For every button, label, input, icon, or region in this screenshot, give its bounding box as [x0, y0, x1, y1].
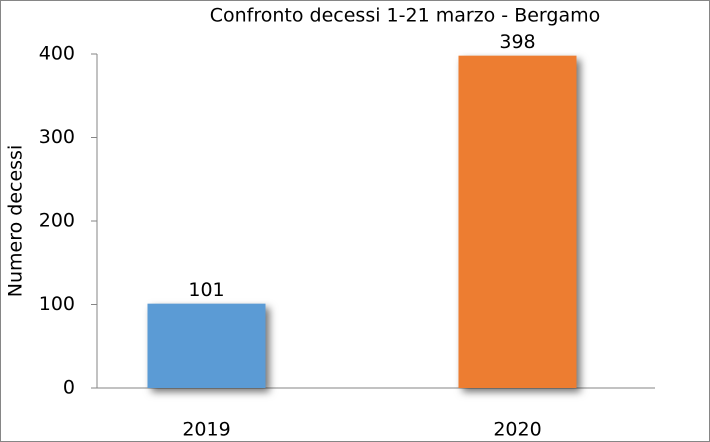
bar — [147, 303, 266, 388]
y-tick-label: 400 — [39, 43, 75, 65]
y-tick-label: 300 — [39, 126, 75, 148]
x-tick-label: 2020 — [493, 419, 541, 441]
bar — [458, 55, 577, 389]
data-label: 398 — [499, 31, 535, 53]
y-tick-label: 0 — [63, 377, 75, 399]
y-tick-label: 200 — [39, 210, 75, 232]
y-tick-label: 100 — [39, 293, 75, 315]
y-axis-label: Numero decessi — [5, 145, 27, 297]
x-tick-label: 2019 — [182, 419, 230, 441]
data-label: 101 — [188, 279, 224, 301]
chart-title: Confronto decessi 1-21 marzo - Bergamo — [210, 5, 601, 27]
